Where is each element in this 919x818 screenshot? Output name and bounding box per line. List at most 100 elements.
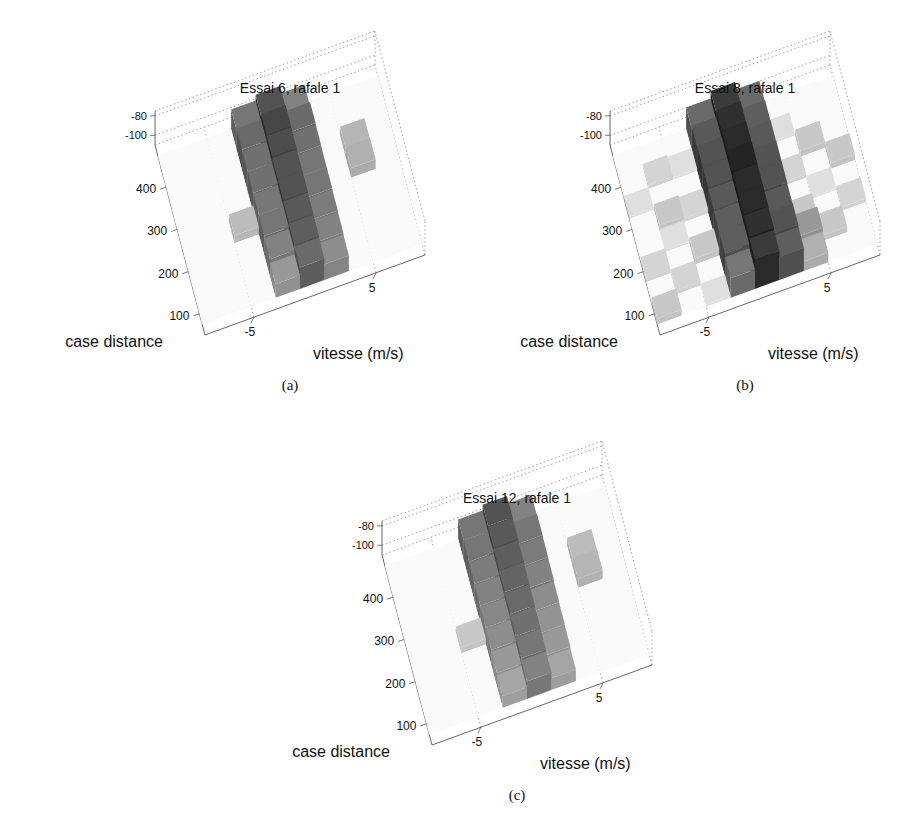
tick-mark	[409, 682, 415, 684]
tick-label: 400	[136, 182, 156, 196]
box-edge	[425, 221, 426, 255]
cell	[270, 254, 300, 298]
cell	[246, 277, 276, 307]
tick-label: -100	[125, 129, 147, 141]
surface	[158, 76, 422, 325]
cell-top	[595, 642, 625, 672]
tick-mark	[600, 683, 603, 689]
tick-mark	[605, 135, 610, 136]
tick-label: 100	[396, 719, 416, 733]
tick-mark	[251, 317, 254, 323]
grid-line	[155, 55, 375, 135]
cell-top	[264, 229, 294, 259]
cell-top	[521, 651, 551, 681]
cell	[619, 633, 649, 663]
chart-title: Essai 12, rafale 1	[463, 490, 571, 506]
cell-top	[654, 195, 684, 225]
tick-mark	[605, 115, 610, 116]
box-edge	[880, 221, 881, 255]
tick-mark	[706, 317, 709, 323]
cell-top	[424, 704, 454, 734]
chart-title: Essai 8, rafale 1	[695, 80, 796, 96]
cell-top	[749, 230, 779, 260]
box-edge	[830, 31, 831, 65]
tick-mark	[150, 115, 155, 116]
axis-title: vitesse (m/s)	[768, 345, 859, 362]
tick-mark	[626, 229, 632, 231]
tick-label: -80	[131, 110, 147, 122]
panel-label: (a)	[282, 377, 299, 394]
tick-mark	[387, 597, 393, 599]
cell-top	[448, 696, 478, 726]
cell	[847, 223, 877, 253]
tick-label: 300	[602, 224, 622, 238]
tick-label: 300	[374, 634, 394, 648]
grid-line	[610, 55, 830, 135]
panel-label: (b)	[736, 377, 754, 394]
tick-label: -80	[358, 520, 374, 532]
tick-label: -100	[580, 129, 602, 141]
cell-top	[270, 254, 300, 284]
panel: -55100200300400-100-80vitesse (m/s)case …	[65, 31, 425, 394]
cell	[197, 294, 227, 324]
axis-title: vitesse (m/s)	[540, 755, 631, 772]
axis-line	[432, 665, 652, 745]
tick-label: 200	[385, 677, 405, 691]
cell-top	[725, 248, 755, 278]
tick-label: 300	[147, 224, 167, 238]
cell	[424, 704, 454, 734]
tick-mark	[150, 135, 155, 136]
tick-mark	[171, 229, 177, 231]
cell-top	[795, 121, 825, 151]
box-edge	[602, 441, 603, 475]
surface	[385, 486, 649, 735]
cell-top	[294, 238, 324, 268]
cell-top	[689, 229, 719, 259]
cell	[473, 687, 503, 717]
cell-top	[221, 286, 251, 316]
cell-top	[619, 633, 649, 663]
grid-line	[382, 446, 602, 526]
cell	[368, 232, 398, 262]
axis-line	[205, 255, 425, 335]
tick-label: 5	[824, 281, 831, 295]
cell-top	[671, 261, 701, 291]
grid-line	[155, 36, 375, 116]
cell-top	[701, 275, 731, 305]
cell-top	[719, 223, 749, 253]
cell-top	[229, 206, 259, 236]
tick-label: 100	[624, 309, 644, 323]
cell-top	[643, 155, 673, 185]
tick-mark	[420, 724, 426, 726]
tick-label: 5	[369, 281, 376, 295]
surface	[613, 76, 877, 325]
tick-label: 400	[363, 592, 383, 606]
cell-top	[392, 223, 422, 253]
tick-label: 200	[158, 267, 178, 281]
grid-line	[610, 36, 830, 116]
cell	[701, 275, 731, 307]
cell-top	[847, 223, 877, 253]
cell-top	[346, 138, 376, 168]
tick-mark	[478, 727, 481, 733]
cell	[448, 696, 478, 726]
chart-title: Essai 6, rafale 1	[240, 80, 341, 96]
cell	[497, 666, 527, 708]
tick-mark	[828, 273, 831, 279]
cell-top	[197, 294, 227, 324]
panel-label: (c)	[509, 787, 526, 804]
tick-mark	[377, 525, 382, 526]
tick-mark	[615, 187, 621, 189]
cell-top	[368, 232, 398, 262]
axis-title: case distance	[65, 333, 163, 350]
cell	[595, 642, 625, 672]
tick-mark	[637, 272, 643, 274]
cell-top	[473, 687, 503, 717]
cell-top	[497, 666, 527, 696]
cell-top	[652, 289, 682, 319]
tick-label: 200	[613, 267, 633, 281]
tick-mark	[193, 314, 199, 316]
tick-label: -5	[700, 325, 711, 339]
tick-mark	[182, 272, 188, 274]
axis-title: vitesse (m/s)	[313, 345, 404, 362]
